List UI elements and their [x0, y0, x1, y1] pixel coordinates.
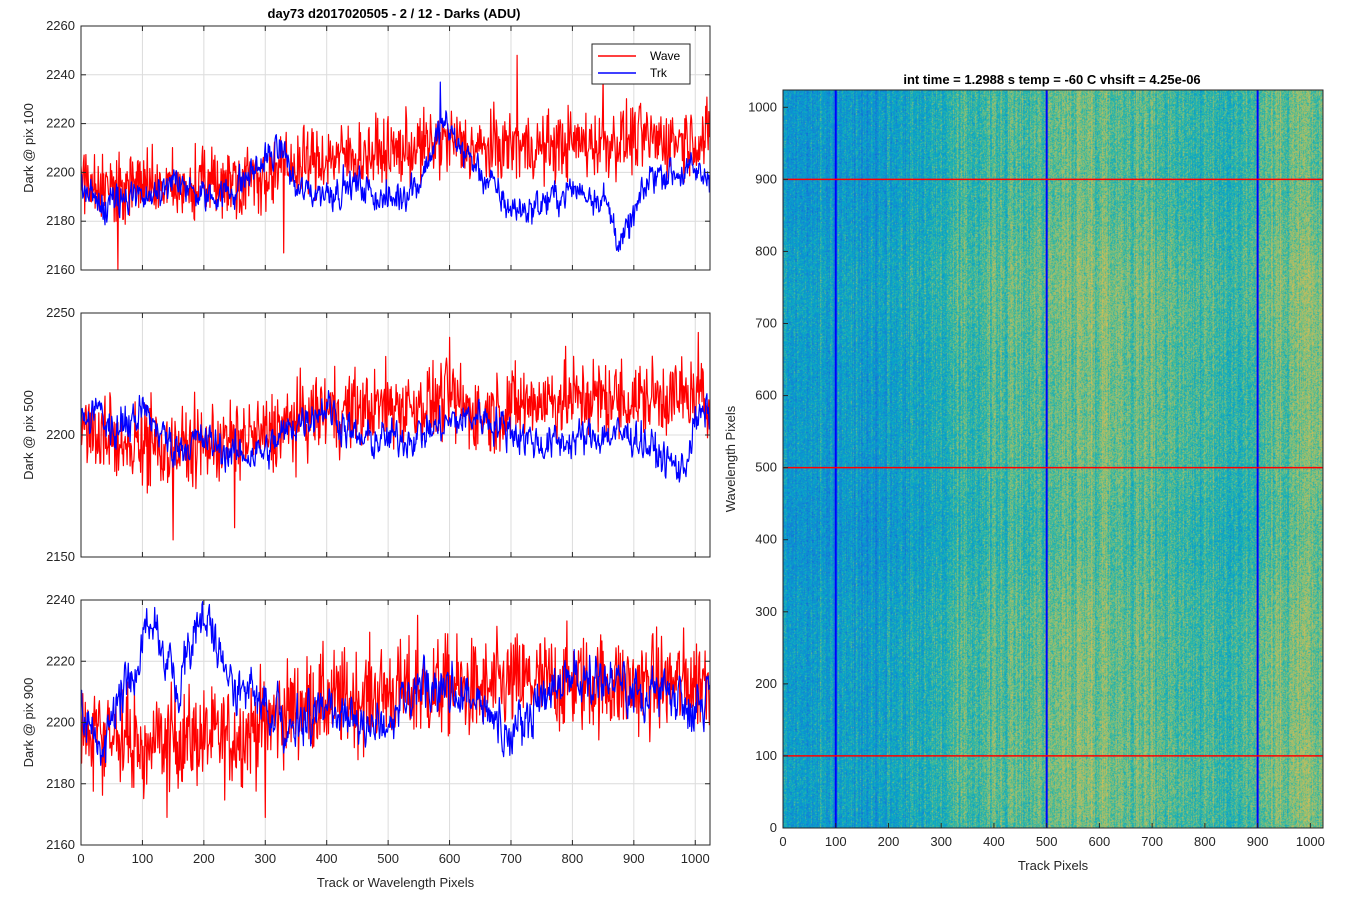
- series-line-trk: [81, 81, 710, 252]
- y-tick-label: 2220: [46, 116, 75, 131]
- x-tick-label: 1000: [1296, 834, 1325, 849]
- y-tick-label: 800: [755, 243, 777, 258]
- y-tick-label: 0: [770, 820, 777, 835]
- y-tick-label: 2150: [46, 549, 75, 564]
- series-line-wave: [81, 331, 710, 541]
- y-tick-label: 200: [755, 676, 777, 691]
- y-tick-label: 100: [755, 748, 777, 763]
- y-tick-label: 400: [755, 532, 777, 547]
- plot-dark-pix-500: 2150 2200 2250 Dark @ pix 500: [21, 305, 711, 564]
- x-tick-label: 100: [132, 851, 154, 866]
- x-tick-label: 900: [1247, 834, 1269, 849]
- y-tick-label: 2200: [46, 164, 75, 179]
- legend: Wave Trk: [591, 43, 691, 85]
- y-tick-label: 2160: [46, 262, 75, 277]
- x-axis-label: Track Pixels: [1018, 858, 1089, 873]
- x-tick-label: 800: [562, 851, 584, 866]
- y-tick-label: 2260: [46, 18, 75, 33]
- plot-dark-pix-100: 2160 2180 2200 2220 2240 2260 Dark @ pix 100 Wa…: [21, 18, 711, 277]
- x-tick-label: 900: [623, 851, 645, 866]
- y-tick-label: 1000: [748, 99, 777, 114]
- x-tick-label: 600: [439, 851, 461, 866]
- x-axis-label: Track or Wavelength Pixels: [317, 875, 475, 890]
- heatmap-image: [783, 90, 1323, 828]
- x-tick-label: 200: [878, 834, 900, 849]
- x-tick-label: 600: [1089, 834, 1111, 849]
- x-tick-label: 0: [779, 834, 786, 849]
- y-tick-label: 600: [755, 388, 777, 403]
- y-axis-label: Wavelength Pixels: [723, 405, 738, 512]
- series-line-wave: [81, 614, 710, 819]
- y-tick-label: 2220: [46, 653, 75, 668]
- heatmap-frame: [782, 89, 1324, 829]
- x-tick-label: 800: [1194, 834, 1216, 849]
- y-tick-label: 2200: [46, 427, 75, 442]
- y-tick-label: 300: [755, 604, 777, 619]
- y-tick-label: 2240: [46, 67, 75, 82]
- y-tick-label: 700: [755, 316, 777, 331]
- heatmap-canvas: [783, 90, 1323, 828]
- figure-title: day73 d2017020505 - 2 / 12 - Darks (ADU): [268, 6, 521, 21]
- legend-label-wave: Wave: [650, 49, 681, 63]
- y-axis-label: Dark @ pix 900: [21, 678, 36, 768]
- axes-frame: [80, 25, 711, 271]
- x-tick-label: 500: [1036, 834, 1058, 849]
- x-tick-label: 300: [254, 851, 276, 866]
- x-tick-label: 100: [825, 834, 847, 849]
- x-tick-label: 700: [500, 851, 522, 866]
- y-tick-label: 2200: [46, 715, 75, 730]
- plot-dark-pix-900: 2160 2180 2200 2220 2240 0 100 200 300 400 500 600 7…: [21, 592, 711, 890]
- y-tick-label: 2250: [46, 305, 75, 320]
- legend-label-trk: Trk: [650, 66, 668, 80]
- y-axis-label: Dark @ pix 100: [21, 103, 36, 193]
- series-line-trk: [81, 600, 710, 766]
- y-tick-label: 500: [755, 460, 777, 475]
- x-tick-label: 700: [1141, 834, 1163, 849]
- y-tick-label: 2180: [46, 776, 75, 791]
- y-tick-label: 900: [755, 171, 777, 186]
- x-tick-label: 300: [930, 834, 952, 849]
- y-tick-label: 2180: [46, 213, 75, 228]
- x-tick-label: 1000: [681, 851, 710, 866]
- x-tick-label: 200: [193, 851, 215, 866]
- y-tick-label: 2160: [46, 837, 75, 852]
- x-tick-label: 500: [377, 851, 399, 866]
- y-tick-label: 2240: [46, 592, 75, 607]
- y-axis-label: Dark @ pix 500: [21, 390, 36, 480]
- heatmap-plot: int time = 1.2988 s temp = -60 C vhsift …: [723, 72, 1325, 873]
- heatmap-title: int time = 1.2988 s temp = -60 C vhsift …: [903, 72, 1200, 87]
- x-tick-label: 0: [77, 851, 84, 866]
- legend-box: [591, 43, 691, 85]
- series-line-trk: [81, 390, 710, 483]
- x-tick-label: 400: [983, 834, 1005, 849]
- x-tick-label: 400: [316, 851, 338, 866]
